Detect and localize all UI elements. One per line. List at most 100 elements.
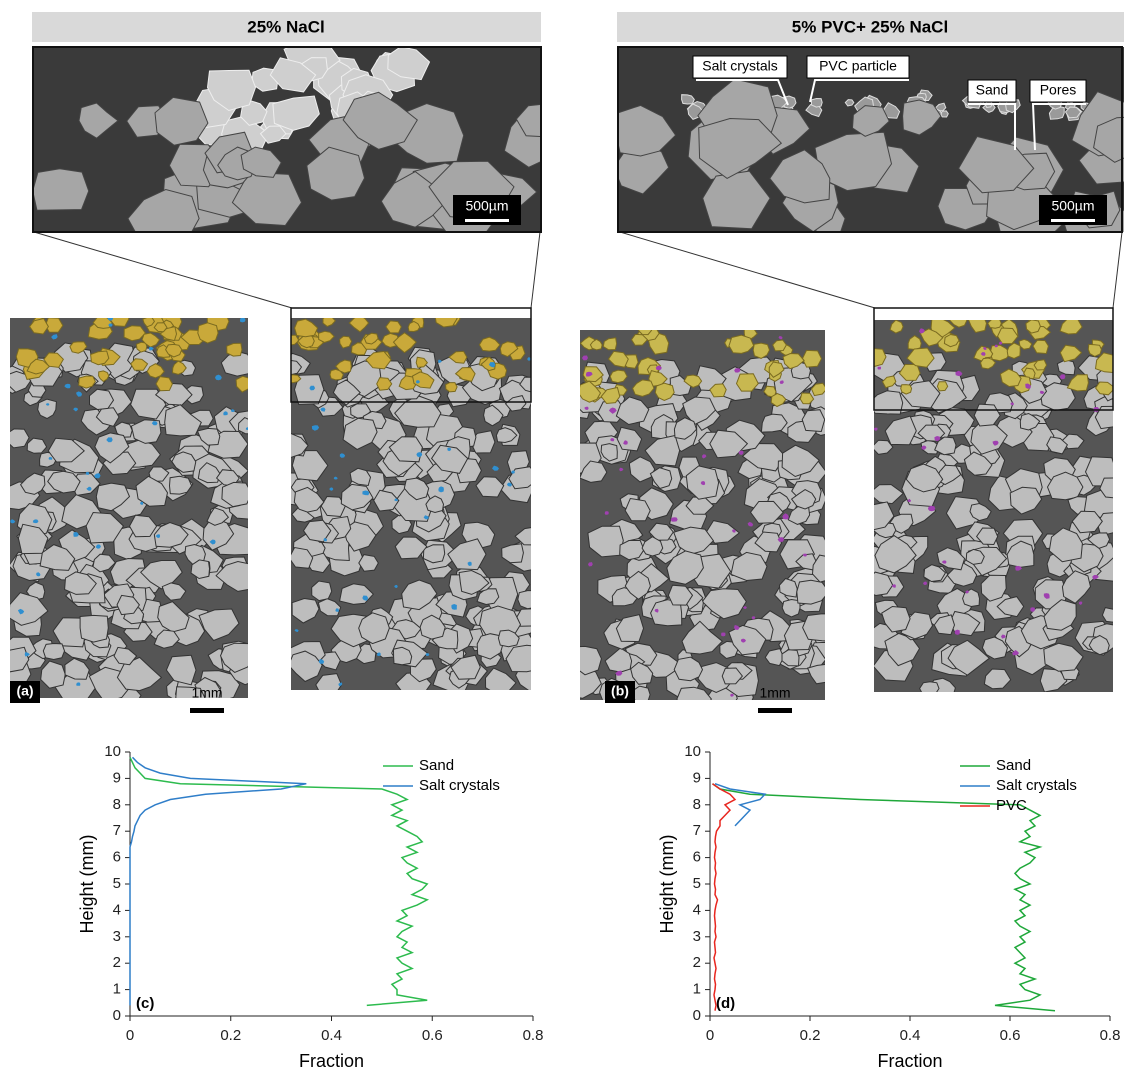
y-tick-label: 5 [113, 875, 121, 892]
panel-label: (a) [16, 683, 33, 699]
legend-label: Sand [996, 757, 1031, 774]
images [0, 39, 1124, 713]
y-tick-label: 2 [693, 954, 701, 971]
image [272, 311, 550, 696]
legend-label: PVC [996, 797, 1027, 814]
grain [227, 343, 242, 356]
x-axis-title: Fraction [299, 1051, 364, 1071]
image [0, 310, 261, 710]
x-tick-label: 0.8 [1100, 1027, 1121, 1044]
grain [812, 99, 823, 108]
grain [802, 350, 821, 367]
y-tick-label: 1 [113, 981, 121, 998]
scale-bar [758, 708, 792, 713]
y-tick-label: 10 [104, 743, 121, 760]
grain [721, 633, 725, 637]
x-tick-label: 0.4 [321, 1027, 342, 1044]
grain [901, 385, 912, 395]
y-tick-label: 10 [684, 743, 701, 760]
x-tick-label: 0.2 [800, 1027, 821, 1044]
data-line [130, 757, 427, 1005]
data-line [713, 784, 1056, 1011]
y-tick-label: 4 [693, 901, 701, 918]
grain [605, 511, 609, 515]
grain [43, 644, 64, 660]
annotation: PVC particle [819, 58, 897, 74]
x-tick-label: 0 [126, 1027, 134, 1044]
data-line [713, 784, 736, 1011]
grain [802, 410, 825, 432]
grain [566, 646, 602, 674]
y-tick-label: 3 [693, 928, 701, 945]
grain [878, 367, 882, 370]
y-tick-label: 5 [693, 875, 701, 892]
x-tick-label: 0.2 [220, 1027, 241, 1044]
page: 25% NaCl 5% PVC+ 25% NaCl 500µm 500µm Sa… [0, 0, 1124, 1082]
figure: 25% NaCl 5% PVC+ 25% NaCl 500µm 500µm Sa… [0, 0, 1124, 1077]
annotation: Salt crystals [702, 58, 777, 74]
grain [518, 591, 540, 609]
panel-label: (b) [611, 683, 629, 699]
zoom-line [620, 232, 875, 308]
panel-title: 25% NaCl [247, 17, 324, 36]
scale-bar [1051, 219, 1095, 222]
scale-bar [465, 219, 509, 222]
zoom-line [531, 232, 540, 308]
grain [76, 682, 80, 685]
grain [988, 317, 1002, 329]
y-axis-title: Height (mm) [77, 834, 97, 933]
y-tick-label: 4 [113, 901, 121, 918]
panel-label: (c) [136, 995, 154, 1012]
y-tick-label: 7 [693, 822, 701, 839]
panel-title: 5% PVC+ 25% NaCl [792, 17, 948, 36]
x-tick-label: 0.6 [422, 1027, 443, 1044]
scale-bar [190, 708, 224, 713]
grain [864, 572, 892, 595]
annotation: Sand [976, 82, 1009, 98]
y-tick-label: 0 [693, 1007, 701, 1024]
y-tick-label: 9 [113, 769, 121, 786]
grain [920, 682, 939, 697]
x-axis-title: Fraction [877, 1051, 942, 1071]
y-tick-label: 2 [113, 954, 121, 971]
grain [446, 383, 458, 392]
y-tick-label: 6 [693, 849, 701, 866]
y-tick-label: 7 [113, 822, 121, 839]
scale-bar-label: 1mm [759, 685, 790, 701]
grain [80, 615, 108, 642]
grain [33, 169, 89, 211]
image [561, 326, 841, 714]
annotation: Pores [1040, 82, 1077, 98]
scale-bar-label: 500µm [465, 198, 508, 214]
y-tick-label: 8 [113, 796, 121, 813]
legend-label: Sand [419, 757, 454, 774]
scale-bar-label: 500µm [1051, 198, 1094, 214]
y-tick-label: 0 [113, 1007, 121, 1024]
x-tick-label: 0.6 [1000, 1027, 1021, 1044]
y-axis-title: Height (mm) [657, 834, 677, 933]
y-tick-label: 3 [113, 928, 121, 945]
data-line [130, 757, 306, 1005]
grain [156, 377, 172, 391]
legend-label: Salt crystals [419, 777, 500, 794]
grain [845, 100, 854, 106]
y-tick-label: 6 [113, 849, 121, 866]
legend-label: Salt crystals [996, 777, 1077, 794]
image [854, 315, 1124, 700]
grain [451, 604, 457, 610]
x-tick-label: 0 [706, 1027, 714, 1044]
grain [803, 614, 840, 641]
zoom-line [34, 232, 292, 308]
grain [1097, 512, 1124, 535]
panel-label: (d) [716, 995, 735, 1012]
grain [937, 382, 947, 391]
grain [240, 317, 246, 322]
scale-bar-label: 1mm [191, 685, 222, 701]
y-tick-label: 8 [693, 796, 701, 813]
y-tick-label: 1 [693, 981, 701, 998]
y-tick-label: 9 [693, 769, 701, 786]
x-tick-label: 0.8 [523, 1027, 544, 1044]
zoom-line [1113, 232, 1122, 308]
grain [86, 472, 89, 475]
